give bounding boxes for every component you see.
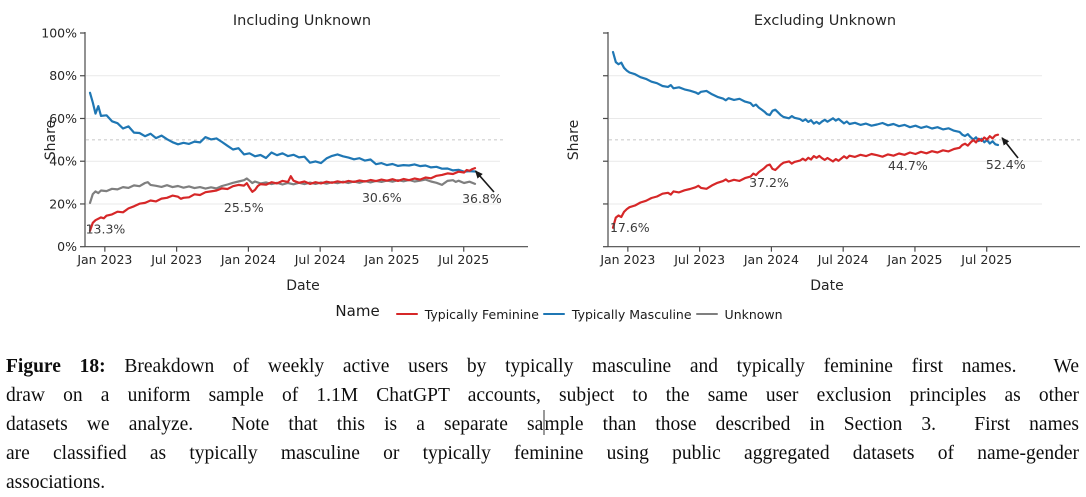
chart-excluding-unknown: Jan 2023 Jul 2023 Jan 2024 Jul 2024 Jan 2025… <box>566 13 1080 294</box>
series-line-unknown <box>88 177 477 204</box>
series-line-typically-feminine <box>611 133 1000 229</box>
x-tick-label: Jul 2025 <box>960 252 1012 267</box>
y-tick-label: 0% <box>57 239 77 254</box>
annotation-label: 52.4% <box>986 157 1026 172</box>
caption-line-3a: datasets we analyze. Note that this is a… <box>6 414 544 435</box>
series-line-typically-masculine <box>88 91 477 173</box>
caption-line-5: associations. <box>6 472 106 493</box>
figure-caption: Figure 18: Breakdown of weekly active us… <box>6 352 1079 497</box>
legend-title: Name <box>335 302 380 320</box>
y-tick-label: 40% <box>49 154 77 169</box>
y-tick-label: 80% <box>49 68 77 83</box>
annotation-label: 36.8% <box>462 191 502 206</box>
x-tick-label: Jan 2025 <box>363 252 419 267</box>
x-tick-label: Jan 2023 <box>599 252 655 267</box>
charts-canvas: 0%20%40%60%80%100%Jan 2023 Jul 2023 Jan 20… <box>41 13 1080 294</box>
x-axis-title: Date <box>810 278 843 294</box>
annotation-label: 30.6% <box>362 190 402 205</box>
x-tick-label: Jul 2023 <box>673 252 725 267</box>
legend-swatch <box>395 312 418 316</box>
chart-title: Excluding Unknown <box>754 13 896 29</box>
series-line-typically-masculine <box>611 50 1000 147</box>
y-tick-label: 60% <box>49 111 77 126</box>
x-tick-label: Jul 2023 <box>150 252 202 267</box>
chart-legend: Name Typically Feminine Typically Masculi… <box>0 299 1086 323</box>
legend-label: Typically Masculine <box>571 306 692 322</box>
x-tick-label: Jan 2025 <box>886 252 942 267</box>
caption-line-1-text: Breakdown of weekly active users by typi… <box>124 356 1079 377</box>
x-tick-label: Jul 2024 <box>294 252 346 267</box>
x-tick-label: Jan 2023 <box>76 252 132 267</box>
legend-label: Typically Feminine <box>424 306 539 322</box>
legend-item-unknown: Unknown <box>695 306 783 322</box>
chart-title: Including Unknown <box>233 13 371 29</box>
legend-item-typically-feminine: Typically Feminine <box>395 306 539 322</box>
y-axis-title: Share <box>566 120 582 160</box>
y-tick-label: 100% <box>41 26 77 41</box>
series-line-typically-feminine <box>88 167 477 232</box>
annotation-label: 44.7% <box>888 158 928 173</box>
annotation-label: 13.3% <box>86 221 126 236</box>
x-tick-label: Jul 2025 <box>437 252 489 267</box>
annotation-arrow <box>474 170 495 193</box>
figure-label: Figure 18: <box>6 356 106 377</box>
legend-item-typically-masculine: Typically Masculine <box>542 306 692 322</box>
caption-line-4: are classified as typically masculine or… <box>6 443 1079 464</box>
y-tick-label: 20% <box>49 196 77 211</box>
annotation-label: 17.6% <box>610 220 650 235</box>
legend-swatch <box>695 312 718 316</box>
caption-line-3b: mple than those described in Section 3. … <box>544 414 1079 435</box>
chart-including-unknown: 0% 20% 40% 60% 80% 100% Jan 2023 Jul 2023 Jan 20… <box>41 13 528 294</box>
figure-18: 0% 20% 40% 60% 80% 100% Jan 2023 Jul 2023 Jan 20… <box>6 13 1080 493</box>
x-axis-title: Date <box>286 278 319 294</box>
x-tick-label: Jan 2024 <box>220 252 276 267</box>
legend-items: Typically Feminine Typically Masculine Unk… <box>395 300 787 322</box>
legend-label: Unknown <box>724 306 783 322</box>
y-axis-title: Share <box>43 120 59 160</box>
x-tick-label: Jul 2024 <box>817 252 869 267</box>
annotation-label: 25.5% <box>224 200 264 215</box>
annotation-label: 37.2% <box>749 175 789 190</box>
legend-swatch <box>542 312 565 316</box>
annotation-arrow <box>1001 137 1019 159</box>
caption-line-1: Figure 18: Breakdown of weekly active us… <box>6 352 1079 381</box>
caption-line-2: draw on a uniform sample of 1.1M ChatGPT… <box>6 385 1079 406</box>
caption-line-3: datasets we analyze. Note that this is a… <box>6 410 1079 439</box>
text-cursor <box>543 410 545 435</box>
x-tick-label: Jan 2024 <box>743 252 799 267</box>
